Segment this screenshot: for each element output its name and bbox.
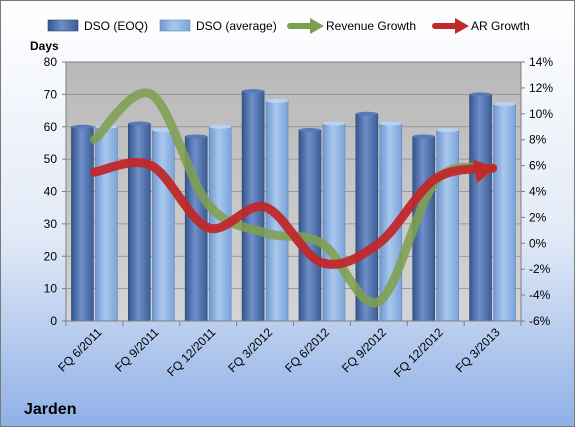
left-axis-unit-label: Days [30, 39, 59, 53]
bar-dso-average [95, 126, 118, 322]
right-tick-label: 8% [529, 133, 547, 147]
legend-label: AR Growth [471, 19, 530, 33]
left-tick-label: 20 [44, 249, 58, 263]
bar-dso-eoq [71, 126, 94, 322]
left-tick-label: 50 [44, 152, 58, 166]
bar-dso-eoq [128, 123, 151, 322]
left-tick-label: 60 [44, 120, 58, 134]
bar-top-cap [322, 121, 345, 126]
right-tick-label: 14% [529, 55, 553, 69]
bar-top-cap [469, 92, 492, 97]
bar-dso-average [493, 103, 516, 322]
right-tick-label: -6% [529, 314, 551, 328]
bar-top-cap [266, 98, 289, 103]
legend-label: DSO (average) [196, 19, 277, 33]
bar-dso-eoq [298, 129, 322, 322]
bar-top-cap [128, 121, 151, 126]
bar-top-cap [355, 111, 378, 116]
bar-top-cap [379, 121, 402, 126]
right-tick-label: -4% [529, 288, 551, 302]
legend: DSO (EOQ) DSO (average) Revenue Growth AR G… [47, 18, 530, 34]
bar-top-cap [209, 124, 232, 129]
bar-dso-average [152, 129, 175, 322]
bar-dso-average [436, 129, 459, 322]
legend-swatch [47, 19, 79, 32]
ar-growth-line [89, 158, 498, 269]
right-tick-label: 2% [529, 210, 547, 224]
bar-top-cap [298, 127, 321, 132]
right-tick-label: 0% [529, 236, 547, 250]
bar-top-cap [185, 134, 208, 139]
bar-dso-average [322, 123, 346, 322]
right-tick-label: 4% [529, 185, 547, 199]
left-tick-label: 10 [44, 282, 58, 296]
left-tick-label: 0 [50, 314, 57, 328]
bar-top-cap [493, 102, 516, 107]
legend-swatch-arrow [455, 18, 469, 34]
company-name: Jarden [24, 401, 76, 418]
left-tick-label: 30 [44, 217, 58, 231]
bar-top-cap [436, 127, 459, 132]
line-series-group [89, 88, 498, 308]
bar-series-group [71, 89, 516, 322]
bar-top-cap [412, 134, 435, 139]
right-tick-label: 6% [529, 159, 547, 173]
right-tick-label: -2% [529, 262, 551, 276]
legend-label: Revenue Growth [326, 19, 416, 33]
legend-label: DSO (EOQ) [84, 19, 148, 33]
bar-top-cap [71, 124, 94, 129]
legend-swatch [159, 19, 191, 32]
bar-dso-eoq [469, 94, 492, 322]
right-tick-label: 12% [529, 81, 553, 95]
right-tick-label: 10% [529, 107, 553, 121]
legend-swatch-arrow [310, 18, 324, 34]
left-tick-label: 80 [44, 55, 58, 69]
left-tick-label: 70 [44, 87, 58, 101]
bar-top-cap [242, 89, 265, 94]
left-tick-label: 40 [44, 185, 58, 199]
